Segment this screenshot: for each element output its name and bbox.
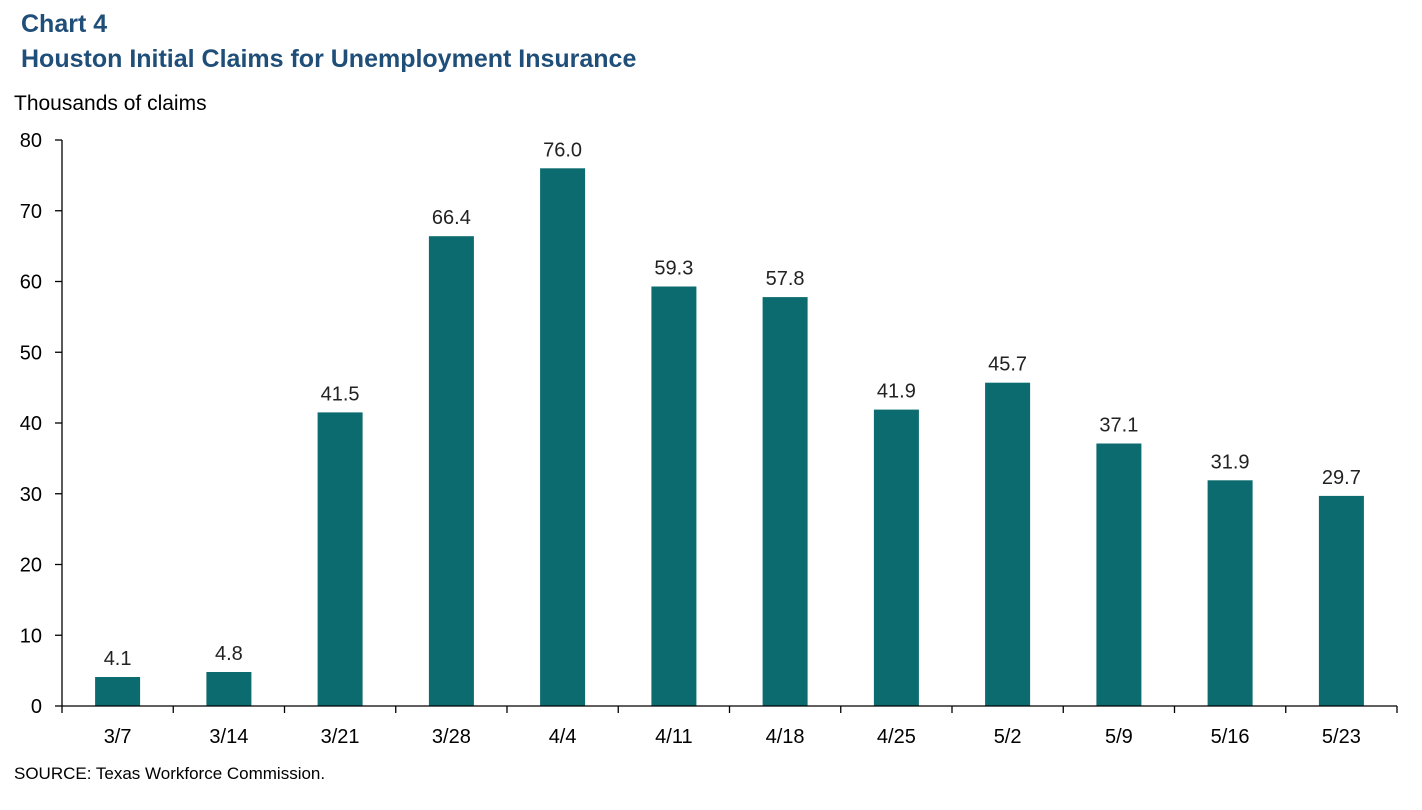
data-label: 76.0 xyxy=(543,139,582,161)
x-tick-label: 5/2 xyxy=(994,726,1022,748)
x-tick-label: 4/11 xyxy=(655,726,692,748)
data-label: 57.8 xyxy=(766,268,805,290)
y-axis-unit-label: Thousands of claims xyxy=(14,92,207,115)
data-label: 41.5 xyxy=(321,383,360,405)
data-labels-layer: 4.1 4.8 41.5 66.4 76.0 59.3 57.8 41.9 45.7 37.1 31… xyxy=(104,139,1361,670)
bar-5-9 xyxy=(1096,443,1142,706)
bar-5-16 xyxy=(1207,480,1253,706)
y-tick-label: 50 xyxy=(20,342,42,364)
y-tick-label: 60 xyxy=(20,272,42,294)
x-tick-label: 4/4 xyxy=(549,726,577,748)
x-tick-label: 5/16 xyxy=(1211,726,1250,748)
source-note: SOURCE: Texas Workforce Commission. xyxy=(14,764,326,783)
bar-5-2 xyxy=(985,382,1031,706)
chart-number: Chart 4 xyxy=(21,10,108,38)
y-tick-label: 20 xyxy=(20,555,42,577)
data-label: 66.4 xyxy=(432,207,471,229)
bar-3-14 xyxy=(206,672,252,706)
y-tick-label: 0 xyxy=(31,696,42,718)
y-tick-label: 80 xyxy=(20,130,42,152)
x-tick-label: 5/23 xyxy=(1322,726,1361,748)
bar-4-18 xyxy=(762,297,808,706)
x-tick-label: 3/14 xyxy=(209,726,248,748)
y-tick-label: 10 xyxy=(20,625,42,647)
bar-5-23 xyxy=(1318,495,1364,706)
data-label: 41.9 xyxy=(877,381,916,403)
bar-3-28 xyxy=(428,236,474,706)
data-label: 4.1 xyxy=(104,648,132,670)
axes-layer: 3/7 3/14 3/21 3/28 4/4 4/11 4/18 4/25 5/2 5/9 5/16… xyxy=(20,130,1398,748)
x-tick-label: 3/28 xyxy=(432,726,471,748)
x-tick-label: 5/9 xyxy=(1105,726,1133,748)
data-label: 31.9 xyxy=(1211,451,1250,473)
bar-4-4 xyxy=(540,168,586,707)
data-label: 29.7 xyxy=(1322,467,1361,489)
y-tick-label: 70 xyxy=(20,201,42,223)
data-label: 4.8 xyxy=(215,643,243,665)
x-tick-label: 4/25 xyxy=(877,726,916,748)
y-tick-label: 40 xyxy=(20,413,42,435)
bar-4-11 xyxy=(651,286,697,706)
data-label: 59.3 xyxy=(654,258,693,280)
bar-3-7 xyxy=(95,677,141,706)
data-label: 37.1 xyxy=(1099,415,1138,437)
bar-3-21 xyxy=(317,412,363,706)
x-tick-label: 3/7 xyxy=(104,726,132,748)
bar-4-25 xyxy=(873,409,919,706)
x-tick-label: 3/21 xyxy=(321,726,360,748)
y-tick-label: 30 xyxy=(20,484,42,506)
data-label: 45.7 xyxy=(988,354,1027,376)
x-tick-label: 4/18 xyxy=(766,726,805,748)
chart-title: Houston Initial Claims for Unemployment … xyxy=(21,45,637,73)
bars-layer xyxy=(95,168,1364,707)
